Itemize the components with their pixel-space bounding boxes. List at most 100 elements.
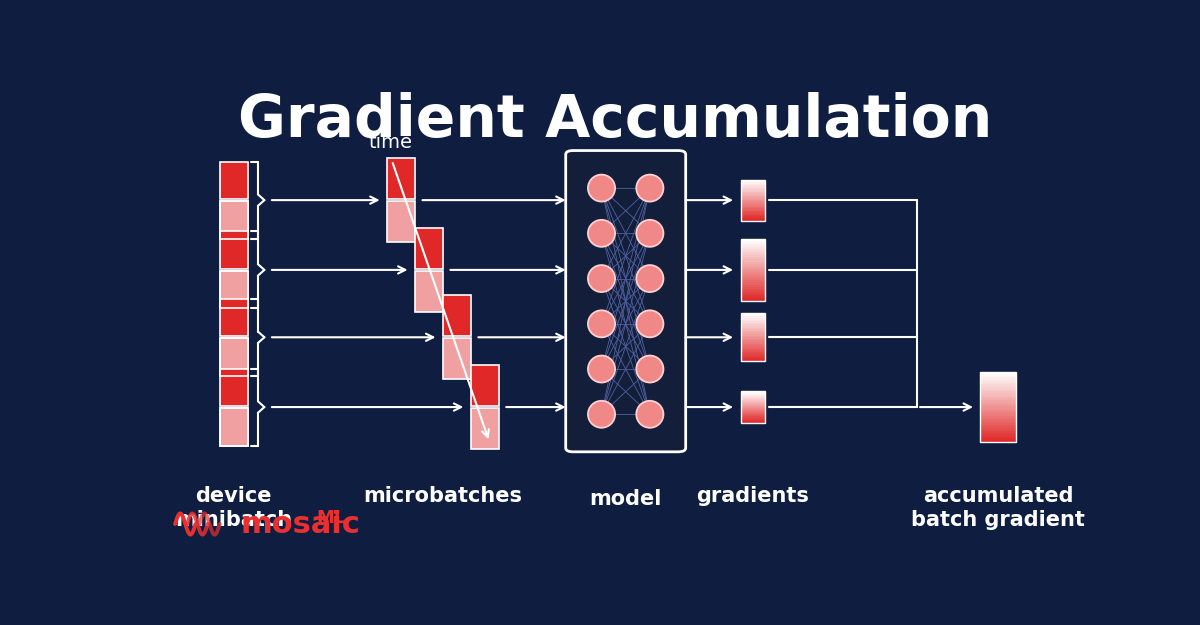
- Bar: [740, 329, 764, 331]
- Bar: [740, 347, 764, 349]
- Bar: [740, 403, 764, 404]
- Bar: [740, 405, 764, 406]
- Bar: [740, 341, 764, 342]
- Bar: [740, 266, 764, 268]
- Bar: [740, 345, 764, 347]
- Bar: [740, 391, 764, 392]
- Bar: [220, 231, 247, 239]
- Bar: [740, 313, 764, 315]
- Bar: [740, 318, 764, 319]
- Bar: [740, 412, 764, 413]
- Bar: [980, 389, 1016, 391]
- Bar: [980, 381, 1016, 382]
- Ellipse shape: [636, 220, 664, 247]
- Bar: [443, 296, 470, 336]
- Bar: [980, 439, 1016, 440]
- Bar: [740, 209, 764, 211]
- Bar: [980, 428, 1016, 430]
- Text: Gradient Accumulation: Gradient Accumulation: [238, 92, 992, 149]
- Bar: [980, 400, 1016, 402]
- Bar: [740, 258, 764, 259]
- Bar: [740, 392, 764, 394]
- Bar: [220, 301, 247, 308]
- Bar: [220, 293, 247, 301]
- Bar: [220, 231, 247, 269]
- Text: microbatches: microbatches: [364, 486, 522, 506]
- Ellipse shape: [588, 220, 616, 247]
- Bar: [740, 418, 764, 419]
- Bar: [740, 255, 764, 258]
- Bar: [740, 334, 764, 336]
- Ellipse shape: [636, 265, 664, 292]
- Bar: [740, 259, 764, 262]
- Bar: [220, 162, 247, 199]
- Bar: [980, 395, 1016, 397]
- Bar: [220, 209, 247, 216]
- Bar: [980, 398, 1016, 400]
- Bar: [220, 408, 247, 446]
- Bar: [740, 410, 764, 411]
- Bar: [980, 391, 1016, 393]
- Bar: [740, 299, 764, 301]
- Ellipse shape: [636, 356, 664, 382]
- Bar: [740, 264, 764, 266]
- Bar: [740, 411, 764, 412]
- Bar: [740, 404, 764, 405]
- Bar: [740, 287, 764, 289]
- Bar: [740, 416, 764, 418]
- Bar: [740, 297, 764, 299]
- Bar: [980, 414, 1016, 416]
- Bar: [980, 409, 1016, 411]
- Bar: [740, 414, 764, 416]
- Bar: [220, 201, 247, 209]
- Bar: [740, 192, 764, 193]
- Bar: [740, 184, 764, 185]
- Bar: [740, 198, 764, 199]
- Bar: [980, 440, 1016, 442]
- Bar: [740, 241, 764, 242]
- Bar: [740, 218, 764, 219]
- Bar: [740, 353, 764, 355]
- Bar: [740, 200, 764, 201]
- Bar: [740, 179, 764, 221]
- Bar: [980, 437, 1016, 439]
- Bar: [220, 338, 247, 376]
- Bar: [740, 394, 764, 396]
- Bar: [740, 278, 764, 281]
- Bar: [740, 295, 764, 297]
- Bar: [740, 247, 764, 249]
- Bar: [740, 284, 764, 287]
- Bar: [740, 270, 764, 272]
- Bar: [740, 356, 764, 358]
- Ellipse shape: [636, 401, 664, 428]
- Bar: [415, 271, 443, 312]
- Bar: [740, 413, 764, 414]
- Bar: [740, 331, 764, 332]
- Bar: [220, 431, 247, 438]
- Bar: [740, 196, 764, 198]
- Bar: [740, 409, 764, 410]
- Bar: [980, 424, 1016, 426]
- Ellipse shape: [588, 311, 616, 338]
- Bar: [980, 411, 1016, 412]
- Bar: [740, 208, 764, 209]
- Bar: [740, 245, 764, 247]
- Bar: [220, 224, 247, 231]
- Bar: [980, 376, 1016, 378]
- Ellipse shape: [588, 174, 616, 202]
- Bar: [220, 368, 247, 376]
- Bar: [740, 249, 764, 251]
- Bar: [740, 179, 764, 181]
- Bar: [220, 369, 247, 406]
- Bar: [980, 378, 1016, 379]
- Bar: [980, 379, 1016, 381]
- Bar: [740, 206, 764, 207]
- Bar: [740, 408, 764, 409]
- Bar: [980, 421, 1016, 422]
- Bar: [980, 372, 1016, 442]
- Bar: [740, 191, 764, 192]
- Bar: [740, 406, 764, 407]
- Text: mosaic: mosaic: [240, 509, 360, 539]
- Bar: [220, 438, 247, 446]
- Bar: [740, 339, 764, 341]
